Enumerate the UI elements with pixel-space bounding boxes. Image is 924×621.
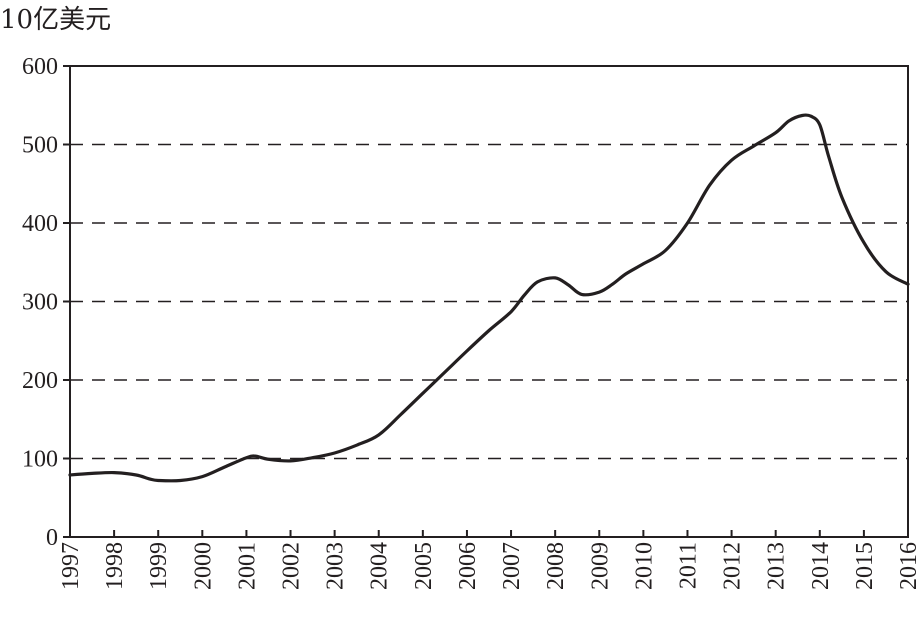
x-tick-label-2001: 2001 bbox=[234, 542, 260, 590]
x-tick-label-2005: 2005 bbox=[411, 542, 437, 590]
x-tick-label-2013: 2013 bbox=[764, 542, 790, 590]
x-tick-label-2012: 2012 bbox=[720, 542, 746, 590]
x-tick-label-2016: 2016 bbox=[896, 542, 922, 590]
x-tick-label-2007: 2007 bbox=[499, 542, 525, 590]
x-tick-label-2000: 2000 bbox=[190, 542, 216, 590]
y-tick-label-100: 100 bbox=[22, 447, 58, 473]
x-tick-label-2004: 2004 bbox=[367, 542, 393, 590]
y-tick-label-300: 300 bbox=[22, 290, 58, 316]
x-tick-label-2002: 2002 bbox=[279, 542, 305, 590]
y-axis-unit-label: 10亿美元 bbox=[0, 5, 111, 35]
gridlines bbox=[70, 143, 908, 460]
y-tick-label-600: 600 bbox=[22, 54, 58, 80]
y-tick-label-400: 400 bbox=[22, 211, 58, 237]
x-tick-label-2003: 2003 bbox=[323, 542, 349, 590]
x-tick-label-2009: 2009 bbox=[587, 542, 613, 590]
y-tick-label-500: 500 bbox=[22, 133, 58, 159]
x-tick-label-2010: 2010 bbox=[631, 542, 657, 590]
x-tick-label-1998: 1998 bbox=[102, 542, 128, 590]
x-tick-label-2014: 2014 bbox=[808, 542, 834, 590]
x-tick-label-2015: 2015 bbox=[852, 542, 878, 590]
plot-frame bbox=[69, 65, 909, 538]
x-tick-label-1999: 1999 bbox=[146, 542, 172, 590]
x-axis-ticks: 1997 1998 1999 2000 2001 2002 2003 2004 2005 2006… bbox=[58, 530, 922, 590]
y-tick-label-200: 200 bbox=[22, 368, 58, 394]
series-line bbox=[68, 113, 910, 483]
x-tick-label-1997: 1997 bbox=[58, 542, 84, 590]
x-tick-label-2006: 2006 bbox=[455, 542, 481, 590]
x-tick-label-2011: 2011 bbox=[675, 542, 701, 589]
y-tick-label-0: 0 bbox=[46, 525, 58, 551]
y-axis-ticks: 0 100 200 300 400 500 600 bbox=[22, 54, 70, 551]
x-tick-label-2008: 2008 bbox=[543, 542, 569, 590]
